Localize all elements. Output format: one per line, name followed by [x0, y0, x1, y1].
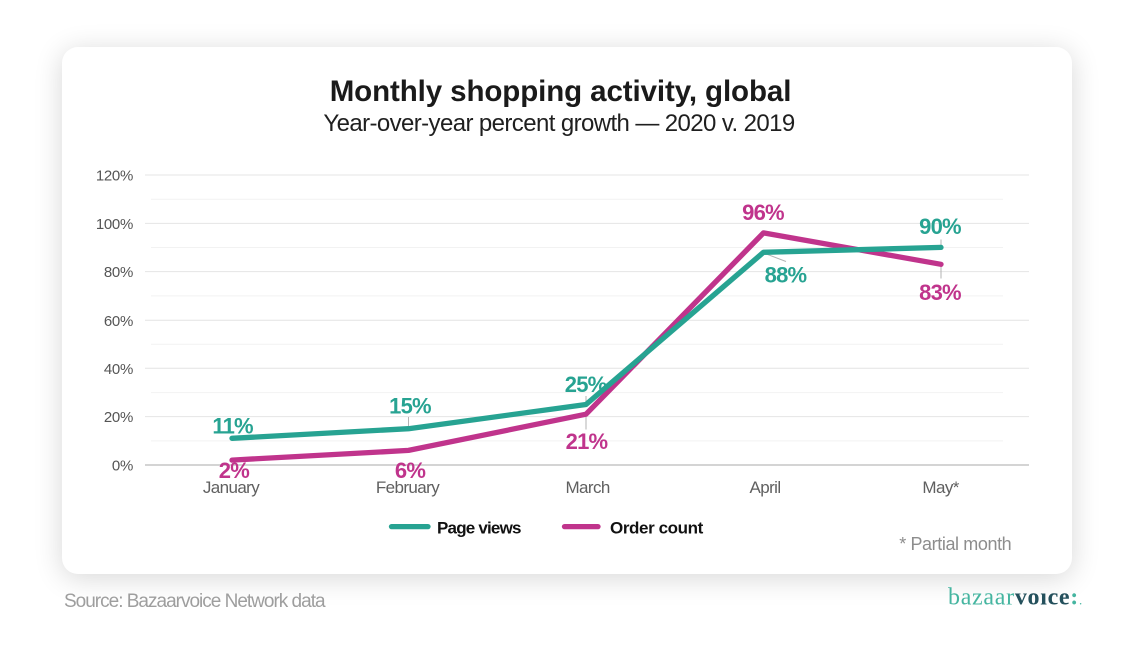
svg-text:* Partial month: * Partial month [899, 534, 1011, 554]
svg-text:21%: 21% [566, 429, 608, 454]
svg-text:6%: 6% [395, 458, 425, 483]
svg-text:May*: May* [922, 478, 959, 497]
svg-text:20%: 20% [104, 409, 133, 426]
svg-text:2%: 2% [219, 458, 249, 483]
svg-text:15%: 15% [389, 393, 431, 418]
svg-text:February: February [376, 478, 440, 497]
svg-text:90%: 90% [919, 214, 961, 239]
svg-text:January: January [203, 478, 260, 497]
svg-text:April: April [749, 478, 780, 497]
svg-text:83%: 83% [919, 280, 961, 305]
svg-text:bazaarvoıce:.: bazaarvoıce:. [948, 585, 1083, 611]
svg-text:88%: 88% [765, 262, 807, 287]
svg-text:96%: 96% [742, 200, 784, 225]
svg-text:Monthly shopping activity, glo: Monthly shopping activity, global [330, 75, 792, 108]
svg-text:0%: 0% [112, 458, 133, 475]
svg-text:March: March [565, 478, 609, 497]
svg-text:Order count: Order count [610, 518, 704, 537]
svg-text:120%: 120% [96, 168, 133, 185]
svg-text:80%: 80% [104, 264, 133, 281]
svg-text:40%: 40% [104, 361, 133, 378]
svg-text:25%: 25% [565, 372, 607, 397]
svg-text:60%: 60% [104, 313, 133, 330]
svg-text:11%: 11% [212, 414, 253, 439]
svg-text:Source: Bazaarvoice Network da: Source: Bazaarvoice Network data [64, 591, 326, 612]
svg-text:Page views: Page views [437, 518, 521, 537]
svg-text:100%: 100% [96, 216, 133, 233]
svg-text:Year-over-year percent growth: Year-over-year percent growth — 2020 v. … [323, 110, 794, 137]
